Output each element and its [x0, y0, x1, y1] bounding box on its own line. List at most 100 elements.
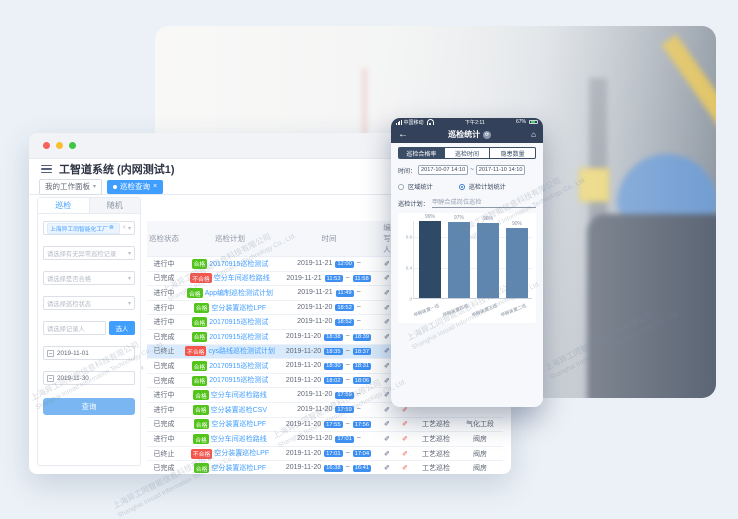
edit-icon[interactable]: ✐: [384, 362, 390, 370]
plan-link[interactable]: cys路线巡检测试计划: [208, 348, 275, 356]
time-from-input[interactable]: 2017-10-07 14:10: [418, 165, 469, 175]
plan-link[interactable]: 空分装置巡检LPF: [211, 465, 267, 473]
plan-link[interactable]: 20170915巡检测试: [209, 377, 269, 385]
plan-link[interactable]: 空分装置巡检LPF: [211, 421, 267, 429]
bar-value-label: 97%: [453, 215, 464, 222]
writer-cell: ✐: [379, 431, 395, 447]
plan-link[interactable]: 20170915巡检测试: [209, 362, 269, 370]
sync-icon[interactable]: ⟳: [483, 130, 492, 139]
status-cell: 已完成: [147, 417, 181, 433]
type-cell: 工艺巡检: [415, 446, 457, 462]
phone-tab-巡检时间[interactable]: 巡检时间: [443, 148, 490, 158]
edit-icon[interactable]: ✐: [384, 333, 390, 341]
plan-cell: 合格 20170915巡检测试: [181, 373, 279, 389]
start-time-badge: 18:52: [335, 318, 354, 326]
table-row[interactable]: 已完成 合格 空分装置巡检LPF 2019-11-20 16:38 ~ 16:41 ✐ ✐…: [147, 460, 503, 474]
edit-icon[interactable]: ✐: [384, 275, 390, 283]
edit-icon[interactable]: ✐: [384, 348, 390, 356]
tag-close-icon[interactable]: ⊗: [108, 225, 114, 231]
plan-link[interactable]: App编制巡检测试计划: [204, 289, 274, 297]
end-time-badge: 18:39: [352, 333, 372, 341]
edit-icon[interactable]: ✐: [384, 260, 390, 268]
sidebar-tab-巡检[interactable]: 巡检: [38, 198, 89, 213]
query-button[interactable]: 查询: [43, 398, 135, 415]
table-row[interactable]: 已完成 合格 空分装置巡检LPF 2019-11-20 17:55 ~ 17:56 ✐ ✐…: [147, 417, 503, 433]
status-cell: 进行中: [147, 431, 181, 447]
plan-link[interactable]: 空分车间巡检路线: [213, 275, 270, 283]
tab-inspection-query[interactable]: 巡检查询 ×: [107, 179, 164, 194]
edit-icon[interactable]: ✐: [384, 450, 390, 458]
recorder-input[interactable]: 请选择记录人: [43, 321, 106, 335]
sidebar-tab-随机[interactable]: 随机: [88, 198, 140, 213]
time-cell: 2019-11-20 18:52 ~: [279, 314, 379, 330]
plan-link[interactable]: 空分装置巡检LPF: [214, 450, 270, 458]
bar-甲醇装置二班: [506, 227, 528, 298]
plan-link[interactable]: 空分装置巡检LPF: [211, 304, 267, 312]
factory-select[interactable]: 上海异工同智能化工厂 ⊗ × ▾: [43, 221, 135, 235]
close-tab-icon[interactable]: ×: [153, 183, 158, 190]
date-to-input[interactable]: 2019-11-30: [43, 371, 135, 385]
date-from-input[interactable]: 2019-11-01: [43, 346, 135, 360]
plan-link[interactable]: 空分装置巡检CSV: [210, 406, 267, 414]
issue-edit-icon[interactable]: ✐: [402, 450, 408, 458]
tab-workspace[interactable]: 我的工作面板 ▾: [39, 178, 103, 195]
edit-icon[interactable]: ✐: [384, 435, 390, 443]
pick-person-button[interactable]: 选人: [109, 321, 135, 335]
radio-label[interactable]: 区域统计: [408, 184, 433, 191]
edit-icon[interactable]: ✐: [384, 319, 390, 327]
result-badge: 合格: [186, 288, 203, 299]
edit-icon[interactable]: ✐: [384, 304, 390, 312]
radio-icon[interactable]: [398, 183, 404, 190]
radio-label[interactable]: 巡检计划统计: [468, 184, 506, 191]
plan-cell: 合格 空分装置巡检LPF: [181, 300, 279, 316]
edit-icon[interactable]: ✐: [384, 377, 390, 385]
plan-label: 巡检计划：: [398, 201, 429, 208]
table-row[interactable]: 进行中 合格 空分车间巡检路线 2019-11-20 17:01 ~ ✐ ✐ 工艺巡检 阀房: [147, 431, 503, 447]
issue-edit-icon[interactable]: ✐: [402, 435, 408, 443]
menu-icon[interactable]: [41, 164, 52, 174]
plan-link[interactable]: 空分车间巡检路线: [210, 435, 267, 443]
start-time-badge: 17:59: [335, 406, 354, 414]
clear-icon[interactable]: ×: [122, 225, 126, 231]
radio-icon[interactable]: [458, 183, 465, 190]
chevron-down-icon: ▾: [127, 225, 131, 232]
plan-link[interactable]: 20170915巡检测试: [209, 260, 269, 268]
plan-link[interactable]: 20170915巡检测试: [209, 333, 269, 341]
edit-icon[interactable]: ✐: [384, 392, 390, 400]
date-text: 2019-11-21: [297, 260, 335, 268]
back-icon[interactable]: ←: [398, 128, 408, 140]
phone-tab-巡检合格率[interactable]: 巡检合格率: [399, 148, 444, 158]
plan-link[interactable]: 空分车间巡检路线: [210, 392, 267, 400]
plan-cell: 合格 20170915巡检测试: [181, 329, 279, 345]
sidebar-tabs: 巡检 随机: [38, 198, 140, 214]
edit-icon[interactable]: ✐: [384, 406, 390, 414]
maximize-window-icon[interactable]: [69, 142, 76, 149]
signal-icon: [396, 119, 402, 125]
time-to-input[interactable]: 2017-11-10 14:10: [475, 165, 526, 175]
start-time-badge: 17:59: [335, 391, 354, 399]
table-row[interactable]: 已终止 不合格 空分装置巡检LPF 2019-11-20 17:01 ~ 17:04 ✐…: [147, 446, 503, 462]
tilde: ~: [343, 274, 352, 282]
close-window-icon[interactable]: [43, 142, 50, 149]
edit-icon[interactable]: ✐: [384, 421, 390, 429]
phone-tab-隐患数量[interactable]: 隐患数量: [489, 148, 535, 158]
abnormal-record-select[interactable]: 请选择有无异常巡检记录 ▾: [43, 246, 135, 260]
status-select[interactable]: 请选择巡检状态 ▾: [43, 296, 135, 310]
minimize-window-icon[interactable]: [56, 142, 63, 149]
tilde: ~: [354, 435, 361, 443]
bar-甲醇装置四班: [448, 222, 470, 298]
plan-value[interactable]: 甲醇合成岗位巡检: [431, 197, 536, 208]
time-cell: 2019-11-21 12:00 ~: [279, 256, 379, 272]
sidebar-collapse-handle[interactable]: ‹: [141, 363, 144, 372]
issue-edit-icon[interactable]: ✐: [402, 406, 408, 414]
qualified-select[interactable]: 请选择是否合格 ▾: [43, 271, 135, 285]
issue-edit-icon[interactable]: ✐: [402, 465, 408, 473]
issue-edit-icon[interactable]: ✐: [402, 421, 408, 429]
plan-link[interactable]: 20170915巡检测试: [209, 319, 269, 327]
edit-icon[interactable]: ✐: [384, 465, 390, 473]
time-cell: 2019-11-20 17:01 ~ 17:04: [279, 446, 379, 462]
tilde: ~: [354, 391, 361, 399]
home-icon[interactable]: ⌂: [531, 129, 536, 139]
edit-icon[interactable]: ✐: [384, 289, 390, 297]
status-cell: 进行中: [147, 300, 181, 316]
